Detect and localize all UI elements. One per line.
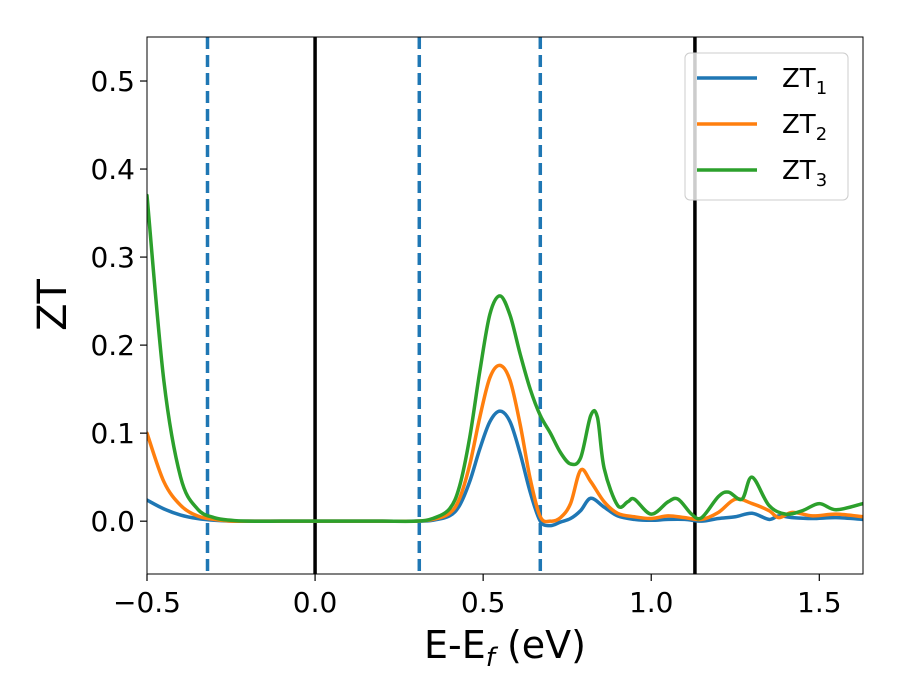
y-tick-label: 0.4 [90, 153, 135, 186]
series-line-3 [147, 193, 863, 524]
y-tick-label: 0.2 [90, 329, 135, 362]
x-axis-title-main: E-E [424, 623, 486, 667]
legend-label-2: ZT2 [782, 110, 827, 145]
series-lines [147, 193, 863, 528]
series-line-1 [147, 409, 863, 528]
y-axis-ticks: 0.0 0.1 0.2 0.3 0.4 0.5 [90, 65, 147, 538]
x-tick-label: 0.0 [293, 586, 338, 619]
series-line-2 [147, 363, 863, 524]
x-tick-label: 0.5 [461, 586, 506, 619]
x-axis-title: E-Ef (eV) [424, 623, 586, 673]
legend-label-3: ZT3 [782, 156, 827, 191]
plot-frame [146, 36, 864, 575]
x-tick-label: 1.0 [629, 586, 674, 619]
y-tick-label: 0.0 [90, 505, 135, 538]
vertical-reference-lines [205, 37, 697, 574]
legend-label-1: ZT1 [782, 64, 827, 99]
legend: ZT1 ZT2 ZT3 [684, 52, 849, 201]
x-tick-label: −0.5 [113, 586, 181, 619]
x-axis-title-unit: (eV) [495, 623, 586, 667]
y-axis-title: ZT [30, 279, 76, 331]
y-tick-label: 0.1 [90, 417, 135, 450]
x-tick-label: 1.5 [797, 586, 842, 619]
y-tick-label: 0.3 [90, 241, 135, 274]
legend-box [684, 52, 849, 201]
y-tick-label: 0.5 [90, 65, 135, 98]
x-axis-ticks: −0.5 0.0 0.5 1.0 1.5 [113, 574, 842, 619]
